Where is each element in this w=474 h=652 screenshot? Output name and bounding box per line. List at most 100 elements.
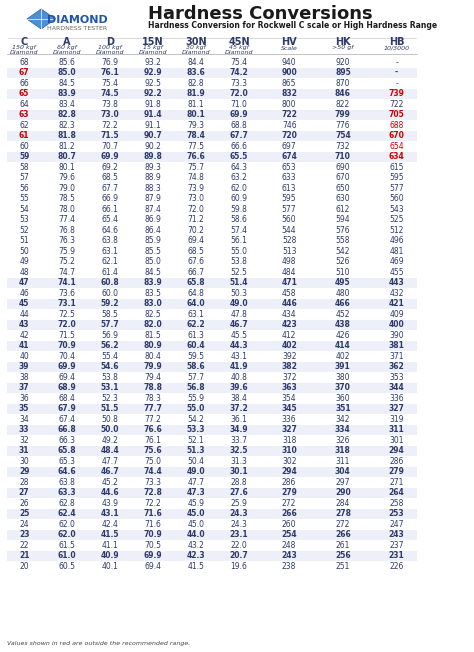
Text: 67.7: 67.7 (229, 131, 248, 140)
Bar (7, 361, 417, 372)
Text: 24: 24 (19, 520, 29, 529)
Text: 15N: 15N (142, 37, 164, 47)
Text: HB: HB (389, 37, 404, 47)
Text: 54.6: 54.6 (101, 363, 119, 371)
Text: 44.3: 44.3 (230, 341, 248, 350)
Text: 45.2: 45.2 (102, 478, 118, 487)
Text: 55.0: 55.0 (230, 246, 247, 256)
Bar (7, 141, 417, 151)
Bar (7, 477, 417, 488)
Text: 49.0: 49.0 (230, 299, 248, 308)
Text: 33: 33 (19, 425, 29, 434)
Text: 69.9: 69.9 (144, 551, 163, 560)
Bar (7, 267, 417, 278)
Text: 92.5: 92.5 (145, 79, 162, 88)
Text: 59: 59 (19, 153, 29, 161)
Text: 20: 20 (19, 562, 29, 570)
Text: 76.8: 76.8 (59, 226, 75, 235)
Text: 238: 238 (282, 562, 296, 570)
Text: 60 kgf: 60 kgf (57, 46, 77, 50)
Text: 319: 319 (389, 415, 404, 424)
Text: 304: 304 (335, 467, 351, 476)
Text: 45.9: 45.9 (188, 499, 205, 508)
Text: 76.1: 76.1 (101, 68, 119, 77)
Text: 73.9: 73.9 (188, 184, 205, 193)
Text: 776: 776 (336, 121, 350, 130)
Text: 83.5: 83.5 (145, 289, 162, 298)
Text: 73.3: 73.3 (230, 79, 247, 88)
Text: 342: 342 (336, 415, 350, 424)
Text: 19.6: 19.6 (230, 562, 247, 570)
Text: 82.0: 82.0 (144, 320, 163, 329)
Text: 79.6: 79.6 (59, 173, 76, 183)
Text: 58.6: 58.6 (187, 363, 205, 371)
Text: 84.4: 84.4 (188, 58, 204, 67)
Text: 51.3: 51.3 (187, 446, 205, 455)
Text: 613: 613 (282, 184, 296, 193)
Text: 438: 438 (335, 320, 351, 329)
Text: 47.3: 47.3 (187, 488, 205, 497)
Text: 39.6: 39.6 (230, 383, 248, 393)
Text: HARDNESS TESTER: HARDNESS TESTER (46, 27, 107, 31)
Text: 26: 26 (19, 499, 29, 508)
Text: 800: 800 (282, 100, 296, 109)
Text: 79.9: 79.9 (144, 363, 163, 371)
Text: 90.7: 90.7 (144, 131, 163, 140)
Bar (7, 330, 417, 340)
Text: 481: 481 (390, 246, 404, 256)
Bar (7, 519, 417, 529)
Text: 70.9: 70.9 (144, 530, 163, 539)
Text: 576: 576 (336, 226, 350, 235)
Text: 43.2: 43.2 (188, 541, 204, 550)
Text: 722: 722 (390, 100, 404, 109)
Text: 71.0: 71.0 (230, 100, 247, 109)
Text: 35: 35 (19, 404, 29, 413)
Text: 65.8: 65.8 (58, 446, 76, 455)
Text: 326: 326 (336, 436, 350, 445)
Text: 78.4: 78.4 (187, 131, 206, 140)
Text: 402: 402 (336, 351, 350, 361)
Text: 720: 720 (281, 131, 297, 140)
Text: 311: 311 (389, 425, 404, 434)
Text: 258: 258 (390, 499, 404, 508)
Text: 65.3: 65.3 (59, 457, 76, 466)
Text: 237: 237 (389, 541, 404, 550)
Text: 68: 68 (19, 58, 29, 67)
Text: 62.8: 62.8 (59, 499, 75, 508)
Text: 318: 318 (282, 436, 296, 445)
Text: 334: 334 (335, 425, 351, 434)
Text: 68.9: 68.9 (58, 383, 76, 393)
Bar (7, 78, 417, 89)
Text: 272: 272 (282, 499, 296, 508)
Text: 71.2: 71.2 (188, 215, 204, 224)
Text: 82.8: 82.8 (58, 110, 77, 119)
Text: 43.1: 43.1 (101, 509, 119, 518)
Text: 392: 392 (282, 351, 296, 361)
Text: 40.8: 40.8 (230, 373, 247, 382)
Text: 25.9: 25.9 (230, 499, 247, 508)
Text: 83.4: 83.4 (59, 100, 75, 109)
Text: 32: 32 (19, 436, 29, 445)
Text: 594: 594 (336, 215, 350, 224)
Text: 895: 895 (335, 68, 351, 77)
Text: 90.2: 90.2 (145, 141, 162, 151)
Text: 77.7: 77.7 (144, 404, 163, 413)
Text: 27.6: 27.6 (230, 488, 248, 497)
Text: 66.8: 66.8 (58, 425, 76, 434)
Text: 21: 21 (19, 551, 29, 560)
Text: 89.3: 89.3 (145, 163, 162, 171)
Text: 23: 23 (19, 530, 29, 539)
Text: 82.3: 82.3 (59, 121, 75, 130)
Bar (7, 383, 417, 393)
Text: 54.2: 54.2 (188, 415, 204, 424)
Text: 53.8: 53.8 (102, 373, 118, 382)
Bar (7, 319, 417, 330)
Bar (7, 89, 417, 99)
Text: 30N: 30N (185, 37, 207, 47)
Text: 56.9: 56.9 (101, 331, 118, 340)
Bar (7, 278, 417, 288)
Text: 746: 746 (282, 121, 296, 130)
Text: Diamond: Diamond (182, 50, 210, 55)
Text: 754: 754 (335, 131, 351, 140)
Text: 63.3: 63.3 (58, 488, 76, 497)
